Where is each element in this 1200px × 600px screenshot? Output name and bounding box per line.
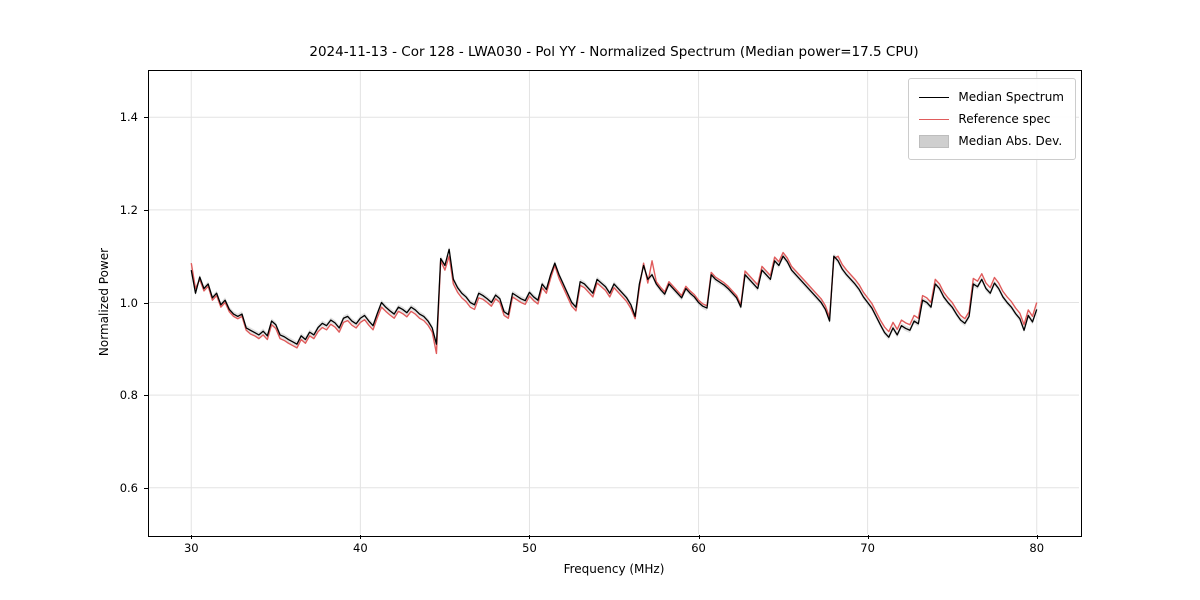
reference-line-swatch	[919, 118, 950, 120]
x-tick-mark	[867, 535, 869, 539]
legend-label: Median Abs. Dev.	[958, 134, 1063, 148]
y-tick-mark	[144, 209, 148, 211]
legend-item-median-spectrum: Median Spectrum	[919, 86, 1064, 108]
y-tick-label: 1.0	[119, 295, 138, 310]
x-tick-mark	[1036, 535, 1038, 539]
legend-item-median-abs-dev: Median Abs. Dev.	[919, 130, 1064, 152]
y-tick-mark	[144, 302, 148, 304]
legend: Median Spectrum Reference spec Median Ab…	[908, 78, 1076, 160]
x-tick-label: 30	[183, 541, 199, 555]
legend-label: Reference spec	[958, 112, 1051, 126]
chart-title: 2024-11-13 - Cor 128 - LWA030 - Pol YY -…	[309, 44, 919, 60]
y-tick-mark	[144, 487, 148, 489]
x-tick-label: 70	[860, 541, 875, 555]
median-line-swatch	[919, 96, 950, 98]
x-tick-mark	[529, 535, 531, 539]
legend-item-reference-spec: Reference spec	[919, 108, 1064, 130]
x-tick-label: 80	[1029, 541, 1045, 555]
y-tick-mark	[144, 117, 148, 119]
x-tick-mark	[191, 535, 193, 539]
x-axis-label: Frequency (MHz)	[563, 562, 665, 576]
y-tick-label: 0.8	[119, 388, 138, 403]
y-tick-label: 1.4	[119, 110, 138, 125]
y-tick-mark	[144, 395, 148, 397]
legend-label: Median Spectrum	[958, 90, 1064, 104]
x-tick-label: 60	[691, 541, 706, 555]
reference-spec-line	[190, 251, 1038, 355]
x-tick-mark	[698, 535, 700, 539]
y-tick-label: 0.6	[119, 480, 138, 495]
median-spectrum-line	[190, 248, 1038, 345]
x-tick-mark	[360, 535, 362, 539]
x-tick-label: 40	[353, 541, 368, 555]
mad-patch-swatch	[919, 134, 950, 148]
y-tick-label: 1.2	[119, 202, 138, 217]
x-tick-label: 50	[522, 541, 537, 555]
plot-canvas	[149, 71, 1079, 534]
